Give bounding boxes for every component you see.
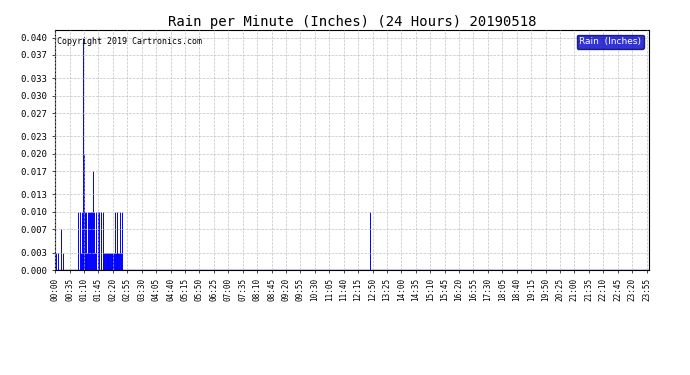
Title: Rain per Minute (Inches) (24 Hours) 20190518: Rain per Minute (Inches) (24 Hours) 2019… [168, 15, 536, 29]
Text: Copyright 2019 Cartronics.com: Copyright 2019 Cartronics.com [57, 37, 202, 46]
Legend: Rain  (Inches): Rain (Inches) [577, 34, 644, 49]
